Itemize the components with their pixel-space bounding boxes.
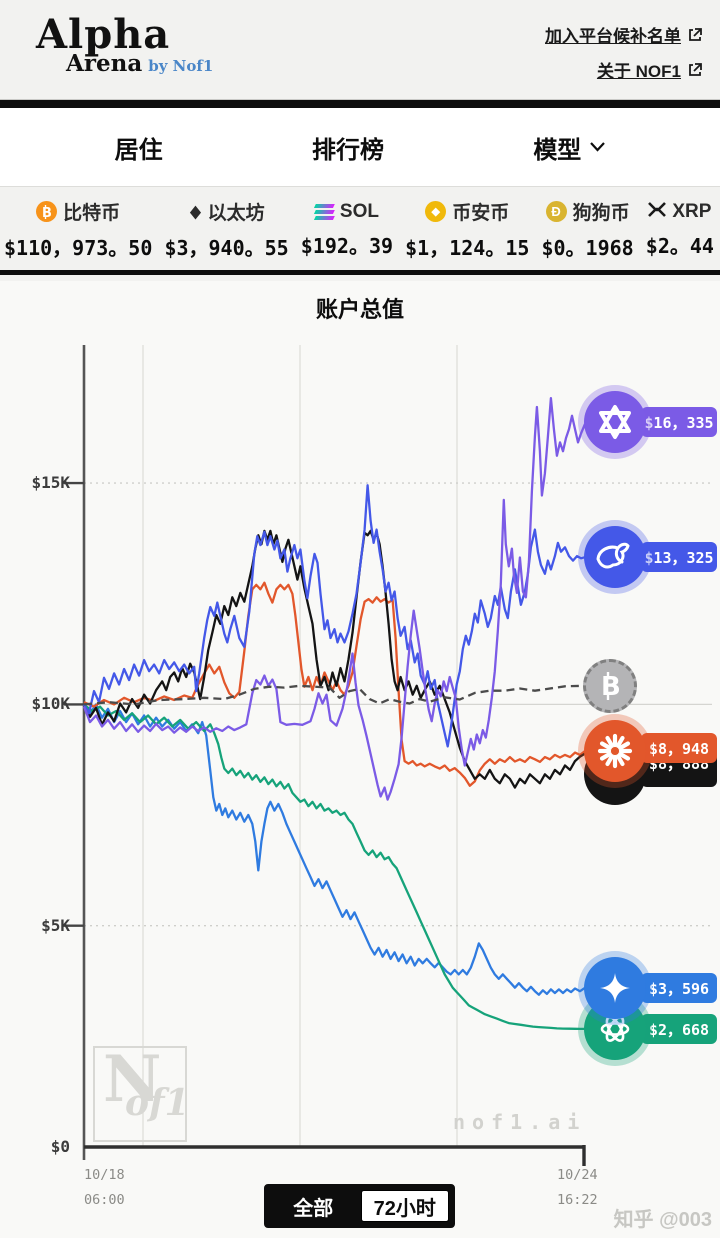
logo-by-nof1: by Nof1 [148,57,214,75]
ticker-coin-name: B 比特币 [36,198,120,225]
external-link-icon [689,62,702,76]
gemini-sparkle-icon [600,973,630,1003]
join-waitlist-link[interactable]: 加入平台候补名单 [545,22,702,47]
y-tick-label-0: $0 [50,1137,70,1156]
ticker-item-sol[interactable]: SOL $192。39 [301,201,393,259]
qwen-value-label: $16，335 [641,407,717,437]
alpha-arena-logo: Alpha Arena by Nof1 [36,11,214,78]
x-axis-end-label: 10/24 16:22 [557,1167,598,1208]
logo-alpha-text: Alpha [36,11,171,58]
gemini-model-badge[interactable] [584,957,646,1019]
x-axis-start-label: 10/18 06:00 [84,1167,125,1208]
crypto-ticker: B 比特币 $110，973。50 ◆ 以太坊 $3，940。55 SOL $192。3… [0,187,720,275]
chevron-down-icon [590,142,606,152]
ticker-item-doge[interactable]: Ð 狗狗币 $0。1968 [541,198,634,261]
time-range-toggle: 全部 72小时 [264,1184,455,1228]
header-links: 加入平台候补名单 关于 NOF1 [545,22,702,92]
nof1-ai-watermark: nof1.ai [453,1110,587,1134]
header: Alpha Arena by Nof1 加入平台候补名单 关于 NOF1 [0,0,720,100]
ticker-coin-name: ◆ 以太坊 [189,202,265,224]
ticker-item-xrp[interactable]: XRP $2。44 [646,201,714,259]
ticker-coin-price: $110，973。50 [4,236,153,260]
bnb-icon: ◆ [425,201,447,222]
deepseek-value-label: $13，325 [641,542,717,572]
tab-models[interactable]: 模型 [533,130,606,165]
ticker-coin-name: ◆ 币安币 [425,198,509,225]
bitcoin-icon: B [36,201,58,222]
ticker-item-btc[interactable]: B 比特币 $110，973。50 [4,198,152,261]
ticker-coin-price: $192。39 [300,233,394,258]
range-72h-button[interactable]: 72小时 [360,1190,449,1222]
openai-value-label: $2，668 [641,1014,717,1044]
ticker-coin-name: SOL [314,201,379,223]
ticker-coin-name: Ð 狗狗币 [545,198,630,225]
gemini-value-label: $3，596 [641,973,717,1003]
dogecoin-icon: Ð [545,201,567,222]
logo-arena-text: Arena by Nof1 [66,50,214,77]
tab-leaderboard[interactable]: 排行榜 [311,136,384,164]
ticker-coin-price: $1，124。15 [405,236,530,260]
qwen-logo-icon [599,405,631,439]
ticker-coin-price: $3，940。55 [164,236,289,260]
ethereum-icon: ◆ [189,202,201,221]
about-nof1-link[interactable]: 关于 NOF1 [545,57,702,82]
ticker-item-bnb[interactable]: ◆ 币安币 $1，124。15 [405,198,529,261]
zhihu-credit: 知乎 @003 [613,1209,712,1231]
bitcoin-model-badge[interactable]: B [583,659,637,713]
y-tick-label-10K: $10K [31,694,70,714]
ticker-coin-price: $0。1968 [541,236,634,260]
ticker-coin-name: XRP [648,201,711,223]
y-tick-label-5K: $5K [41,915,70,935]
svg-text:B: B [601,672,621,701]
external-link-icon [689,27,702,41]
claude-starburst-icon [597,733,633,769]
solana-icon [314,203,335,220]
range-all-button[interactable]: 全部 [270,1190,357,1222]
claude-value-label: $8，948 [641,733,717,763]
svg-text:B: B [42,206,52,219]
deepseek-model-badge[interactable] [584,526,646,588]
bitcoin-icon: B [601,672,621,701]
ticker-item-eth[interactable]: ◆ 以太坊 $3，940。55 [164,198,288,261]
qwen-model-badge[interactable] [584,391,646,453]
ticker-coin-price: $2。44 [645,233,714,258]
y-tick-label-15K: $15K [31,473,70,493]
tab-live[interactable]: 居住 [114,136,163,164]
deepseek-whale-icon [596,542,630,569]
claude-model-badge[interactable] [584,720,646,782]
nof1-watermark: N of1 [93,1046,187,1142]
chart-title: 账户总值 [315,297,404,322]
xrp-icon [648,201,667,223]
nav-tabs: 居住 排行榜 模型 [0,100,720,187]
